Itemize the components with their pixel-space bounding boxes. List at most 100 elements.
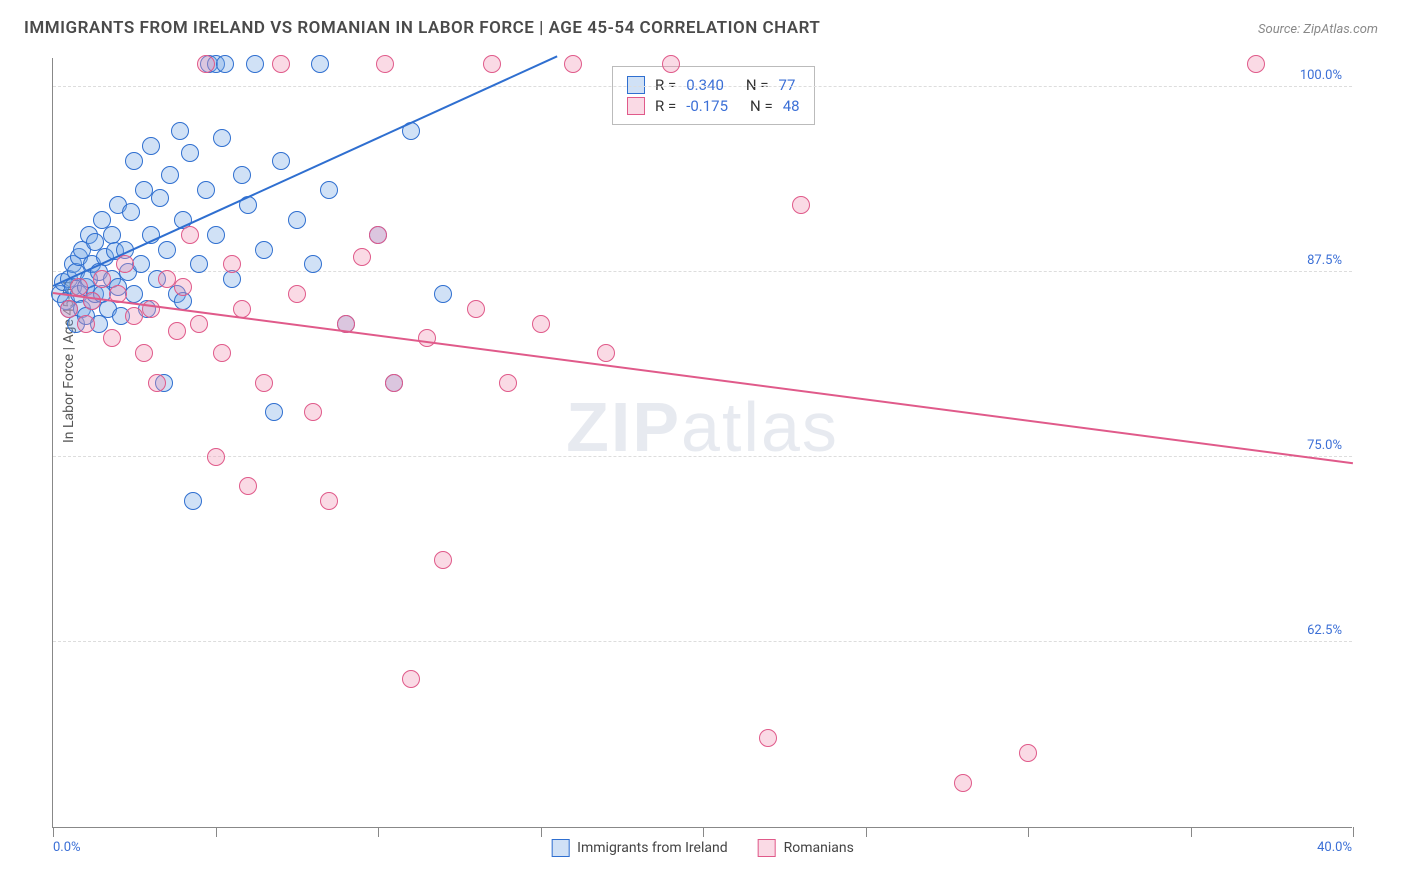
series-legend: Immigrants from Ireland Romanians bbox=[551, 839, 854, 857]
data-point bbox=[116, 255, 134, 273]
data-point bbox=[564, 55, 582, 73]
data-point bbox=[265, 403, 283, 421]
data-point bbox=[142, 137, 160, 155]
data-point bbox=[207, 226, 225, 244]
correlation-chart: IMMIGRANTS FROM IRELAND VS ROMANIAN IN L… bbox=[0, 0, 1406, 892]
chart-title: IMMIGRANTS FROM IRELAND VS ROMANIAN IN L… bbox=[24, 18, 820, 38]
y-tick-label: 100.0% bbox=[1300, 68, 1342, 83]
gridline bbox=[53, 641, 1352, 642]
x-tick bbox=[1028, 827, 1029, 837]
data-point bbox=[288, 285, 306, 303]
legend-item: Immigrants from Ireland bbox=[551, 839, 727, 857]
data-point bbox=[272, 55, 290, 73]
data-point bbox=[125, 285, 143, 303]
gridline bbox=[53, 271, 1352, 272]
data-point bbox=[151, 189, 169, 207]
data-point bbox=[223, 255, 241, 273]
data-point bbox=[272, 152, 290, 170]
data-point bbox=[1019, 744, 1037, 762]
x-tick bbox=[541, 827, 542, 837]
x-tick bbox=[378, 827, 379, 837]
data-point bbox=[158, 241, 176, 259]
legend-item: Romanians bbox=[758, 839, 854, 857]
source-attribution: Source: ZipAtlas.com bbox=[1258, 22, 1378, 37]
data-point bbox=[434, 285, 452, 303]
plot-area: In Labor Force | Age 45-54 ZIPatlas R =0… bbox=[52, 58, 1352, 828]
legend-label: Romanians bbox=[784, 840, 854, 856]
data-point bbox=[184, 492, 202, 510]
n-value: 48 bbox=[783, 97, 800, 115]
data-point bbox=[239, 477, 257, 495]
x-tick bbox=[53, 827, 54, 837]
regression-line bbox=[53, 292, 1353, 464]
data-point bbox=[385, 374, 403, 392]
x-tick bbox=[866, 827, 867, 837]
data-point bbox=[93, 270, 111, 288]
data-point bbox=[792, 196, 810, 214]
data-point bbox=[190, 315, 208, 333]
legend-swatch bbox=[551, 839, 569, 857]
data-point bbox=[122, 203, 140, 221]
data-point bbox=[161, 166, 179, 184]
data-point bbox=[369, 226, 387, 244]
data-point bbox=[132, 255, 150, 273]
data-point bbox=[197, 181, 215, 199]
data-point bbox=[213, 129, 231, 147]
x-tick bbox=[703, 827, 704, 837]
x-tick bbox=[216, 827, 217, 837]
data-point bbox=[216, 55, 234, 73]
r-label: R = bbox=[655, 97, 676, 115]
stats-row: R = -0.175 N = 48 bbox=[627, 97, 800, 115]
data-point bbox=[197, 55, 215, 73]
y-tick-label: 62.5% bbox=[1307, 623, 1342, 638]
data-point bbox=[171, 122, 189, 140]
data-point bbox=[255, 241, 273, 259]
data-point bbox=[135, 344, 153, 362]
data-point bbox=[174, 278, 192, 296]
n-label: N = bbox=[750, 97, 773, 115]
data-point bbox=[353, 248, 371, 266]
data-point bbox=[103, 329, 121, 347]
data-point bbox=[70, 278, 88, 296]
legend-label: Immigrants from Ireland bbox=[577, 840, 727, 856]
watermark-rest: atlas bbox=[681, 388, 839, 466]
data-point bbox=[759, 729, 777, 747]
data-point bbox=[125, 307, 143, 325]
data-point bbox=[954, 774, 972, 792]
watermark-bold: ZIP bbox=[566, 388, 681, 466]
data-point bbox=[483, 55, 501, 73]
gridline bbox=[53, 86, 1352, 87]
data-point bbox=[233, 166, 251, 184]
y-tick-label: 87.5% bbox=[1307, 253, 1342, 268]
data-point bbox=[148, 374, 166, 392]
series-swatch bbox=[627, 97, 645, 115]
data-point bbox=[288, 211, 306, 229]
data-point bbox=[181, 226, 199, 244]
data-point bbox=[103, 226, 121, 244]
data-point bbox=[142, 300, 160, 318]
correlation-stats-box: R =0.340N =77R =-0.175N =48 bbox=[612, 66, 815, 125]
data-point bbox=[83, 292, 101, 310]
data-point bbox=[246, 55, 264, 73]
x-tick bbox=[1191, 827, 1192, 837]
data-point bbox=[207, 448, 225, 466]
data-point bbox=[418, 329, 436, 347]
y-tick-label: 75.0% bbox=[1307, 438, 1342, 453]
data-point bbox=[467, 300, 485, 318]
data-point bbox=[304, 403, 322, 421]
data-point bbox=[597, 344, 615, 362]
data-point bbox=[60, 300, 78, 318]
gridline bbox=[53, 456, 1352, 457]
data-point bbox=[662, 55, 680, 73]
r-value: -0.175 bbox=[686, 97, 728, 115]
data-point bbox=[77, 315, 95, 333]
data-point bbox=[532, 315, 550, 333]
data-point bbox=[181, 144, 199, 162]
x-tick bbox=[1353, 827, 1354, 837]
data-point bbox=[304, 255, 322, 273]
x-min-label: 0.0% bbox=[53, 840, 81, 855]
data-point bbox=[434, 551, 452, 569]
data-point bbox=[168, 322, 186, 340]
data-point bbox=[213, 344, 231, 362]
data-point bbox=[255, 374, 273, 392]
